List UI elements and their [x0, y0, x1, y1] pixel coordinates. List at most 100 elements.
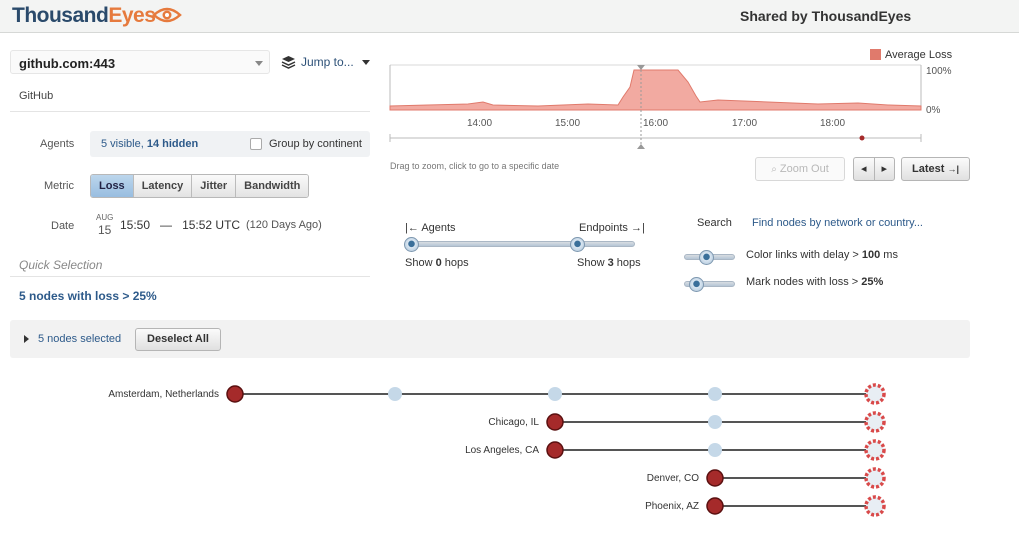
top-bar: ThousandEyes Shared by ThousandEyes	[0, 0, 1019, 33]
hops-word: hops	[444, 257, 469, 269]
chevron-down-icon	[255, 61, 263, 66]
delay-threshold-handle[interactable]	[699, 250, 714, 265]
loss-timeline-chart[interactable]: 100% 0% 14:00 15:00 16:00 17:00 18:00	[388, 42, 988, 154]
date-label: Date	[51, 220, 75, 232]
agents-side-text: Agents	[421, 222, 456, 234]
time-start: 15:50	[120, 218, 151, 232]
expand-triangle-icon[interactable]	[24, 335, 29, 343]
agent-node[interactable]	[706, 469, 724, 487]
find-nodes-link[interactable]: Find nodes by network or country...	[752, 217, 923, 229]
agent-node[interactable]	[706, 497, 724, 515]
target-node[interactable]	[864, 411, 886, 433]
hop-node[interactable]	[548, 387, 562, 401]
loss-value: 25%	[861, 276, 884, 288]
show-word: Show	[577, 257, 605, 269]
group-by-continent-checkbox[interactable]	[250, 138, 262, 150]
date-day: 15	[98, 223, 112, 237]
agent-label: Denver, CO	[647, 473, 699, 484]
divider	[10, 111, 370, 112]
delay-prefix: Color links with delay >	[746, 249, 859, 261]
cursor-handle-top[interactable]	[637, 65, 645, 70]
agent-label: Los Angeles, CA	[465, 445, 539, 456]
endpoints-side-label: Endpoints →|	[579, 222, 645, 234]
nodes-selected-text[interactable]: 5 nodes selected	[38, 333, 122, 345]
cursor-handle-bottom[interactable]	[637, 144, 645, 149]
logo-text-part2: Eyes	[108, 4, 156, 27]
metric-loss-button[interactable]: Loss	[91, 175, 134, 197]
time-end: 15:52 UTC	[182, 218, 241, 232]
loss-threshold-handle[interactable]	[689, 277, 704, 292]
layers-icon	[281, 56, 296, 69]
agents-visibility-link[interactable]: 5 visible, 14 hidden	[101, 138, 198, 150]
y-axis-min-label: 0%	[926, 105, 941, 116]
hop-node[interactable]	[708, 443, 722, 457]
agents-side-label: |← Agents	[405, 222, 456, 234]
target-node[interactable]	[864, 383, 886, 405]
endpoints-side-text: Endpoints	[579, 222, 628, 234]
current-time-marker	[859, 135, 865, 141]
agent-label: Amsterdam, Netherlands	[108, 389, 219, 400]
arrow-to-end-icon: →|	[631, 222, 645, 234]
zoom-out-button[interactable]: ⌕ Zoom Out	[755, 157, 845, 181]
time-range[interactable]: 15:50 — 15:52 UTC	[120, 218, 240, 232]
thousandeyes-logo[interactable]: ThousandEyes	[12, 4, 156, 28]
days-ago-text: (120 Days Ago)	[246, 219, 322, 231]
x-tick-label: 14:00	[467, 118, 492, 129]
agent-node[interactable]	[226, 385, 244, 403]
deselect-all-button[interactable]: Deselect All	[135, 328, 221, 351]
endpoints-hops-value: 3	[607, 257, 614, 269]
account-name: GitHub	[19, 90, 54, 102]
metric-label: Metric	[44, 180, 74, 192]
logo-text-part1: Thousand	[12, 4, 109, 27]
loss-threshold-track[interactable]	[684, 281, 735, 287]
agents-hops-handle[interactable]	[404, 237, 419, 252]
hop-node[interactable]	[708, 387, 722, 401]
agents-hops-value: 0	[435, 257, 442, 269]
agents-label: Agents	[40, 138, 75, 150]
y-axis-max-label: 100%	[926, 66, 952, 77]
legend-label: Average Loss	[885, 49, 953, 61]
hop-node[interactable]	[388, 387, 402, 401]
eye-logo-icon	[152, 7, 182, 23]
previous-button[interactable]: ◂	[853, 157, 874, 181]
delay-unit: ms	[883, 249, 898, 261]
target-node[interactable]	[864, 439, 886, 461]
jump-to-menu[interactable]: Jump to...	[281, 55, 370, 69]
date-month: AUG	[96, 213, 114, 222]
metric-latency-button[interactable]: Latency	[133, 175, 193, 197]
delay-value: 100	[861, 249, 881, 261]
metric-bandwidth-button[interactable]: Bandwidth	[236, 175, 309, 197]
caret-down-icon	[361, 59, 370, 65]
target-node[interactable]	[864, 467, 886, 489]
timeline-nav-pair: ◂ ▸	[853, 157, 895, 181]
hops-slider-track[interactable]	[410, 241, 635, 247]
drag-hint-text: Drag to zoom, click to go to a specific …	[390, 161, 560, 171]
loss-threshold-text: Mark nodes with loss > 25%	[746, 276, 883, 288]
jump-to-label: Jump to...	[301, 55, 354, 69]
endpoints-hops-readout: Show 3 hops	[577, 257, 641, 269]
quick-selection-link[interactable]: 5 nodes with loss > 25%	[19, 289, 157, 303]
divider	[10, 276, 370, 277]
x-tick-label: 15:00	[555, 118, 580, 129]
endpoints-hops-handle[interactable]	[570, 237, 585, 252]
target-node[interactable]	[864, 495, 886, 517]
target-nodes	[864, 383, 886, 517]
hop-node[interactable]	[708, 415, 722, 429]
metric-segmented-control: Loss Latency Jitter Bandwidth	[90, 174, 310, 198]
latest-button[interactable]: Latest →|	[901, 157, 970, 181]
metric-jitter-button[interactable]: Jitter	[192, 175, 237, 197]
shared-by-label: Shared by ThousandEyes	[740, 8, 912, 24]
x-tick-label: 18:00	[820, 118, 845, 129]
test-selector[interactable]: github.com:443	[10, 50, 270, 74]
next-button[interactable]: ▸	[873, 157, 895, 181]
x-tick-label: 16:00	[643, 118, 668, 129]
delay-threshold-text: Color links with delay > 100 ms	[746, 249, 898, 261]
agents-hidden-count: 14 hidden	[146, 138, 199, 150]
search-label: Search	[697, 217, 732, 229]
jump-to-end-icon: →|	[947, 164, 959, 174]
agents-visible-count: 5 visible,	[101, 138, 144, 150]
show-word: Show	[405, 257, 433, 269]
agent-node[interactable]	[546, 413, 564, 431]
agent-node[interactable]	[546, 441, 564, 459]
agents-hops-readout: Show 0 hops	[405, 257, 469, 269]
